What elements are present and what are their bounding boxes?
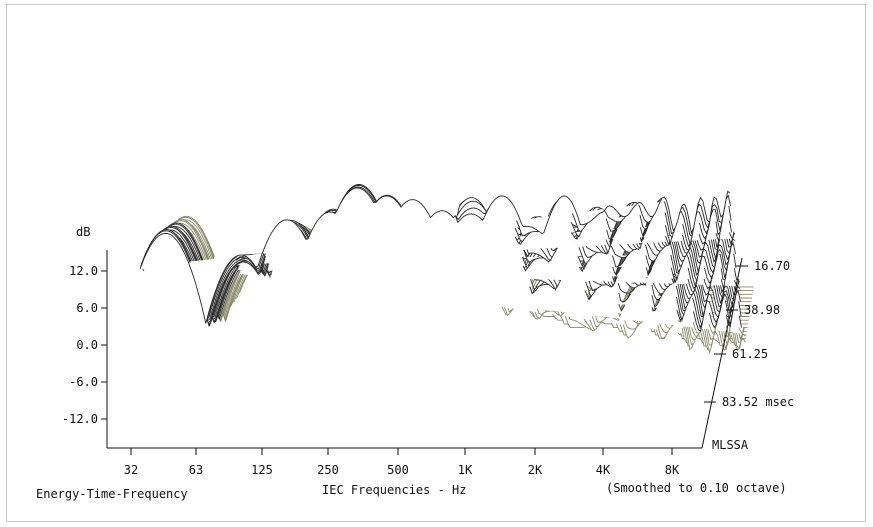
time-tick-label: 38.98 [744,303,780,317]
y-axis: 12.0 6.0 0.0 -6.0 -12.0 [62,250,108,448]
x-tick-label: 63 [189,463,203,477]
y-axis-title: dB [76,225,90,239]
chart-frame [6,4,866,522]
smoothing-note: (Smoothed to 0.10 octave) [606,481,787,495]
time-tick-label: 16.70 [754,259,790,273]
footer-left-title: Energy-Time-Frequency [36,487,188,501]
y-tick-label: -12.0 [62,412,98,426]
x-tick-label: 8K [665,463,680,477]
analyzer-label: MLSSA [712,438,749,452]
x-tick-label: 500 [387,463,409,477]
x-tick-label: 1K [458,463,473,477]
x-tick-label: 250 [317,463,339,477]
x-axis: 32 63 125 250 500 1K 2K 4K 8K [107,447,702,477]
x-tick-label: 32 [124,463,138,477]
y-tick-label: -6.0 [69,375,98,389]
waterfall-slice [139,187,731,324]
x-tick-label: 4K [596,463,611,477]
y-tick-label: 0.0 [76,338,98,352]
time-axis-line [701,257,743,449]
time-axis: 16.70 38.98 61.25 83.52 msec [701,257,794,449]
x-tick-label: 2K [528,463,543,477]
x-axis-title: IEC Frequencies - Hz [322,483,467,497]
time-tick-label: 83.52 msec [722,395,794,409]
waterfall-slices [139,183,754,355]
time-tick-label: 61.25 [732,347,768,361]
y-tick-label: 6.0 [76,301,98,315]
x-tick-label: 125 [251,463,273,477]
y-tick-label: 12.0 [69,264,98,278]
